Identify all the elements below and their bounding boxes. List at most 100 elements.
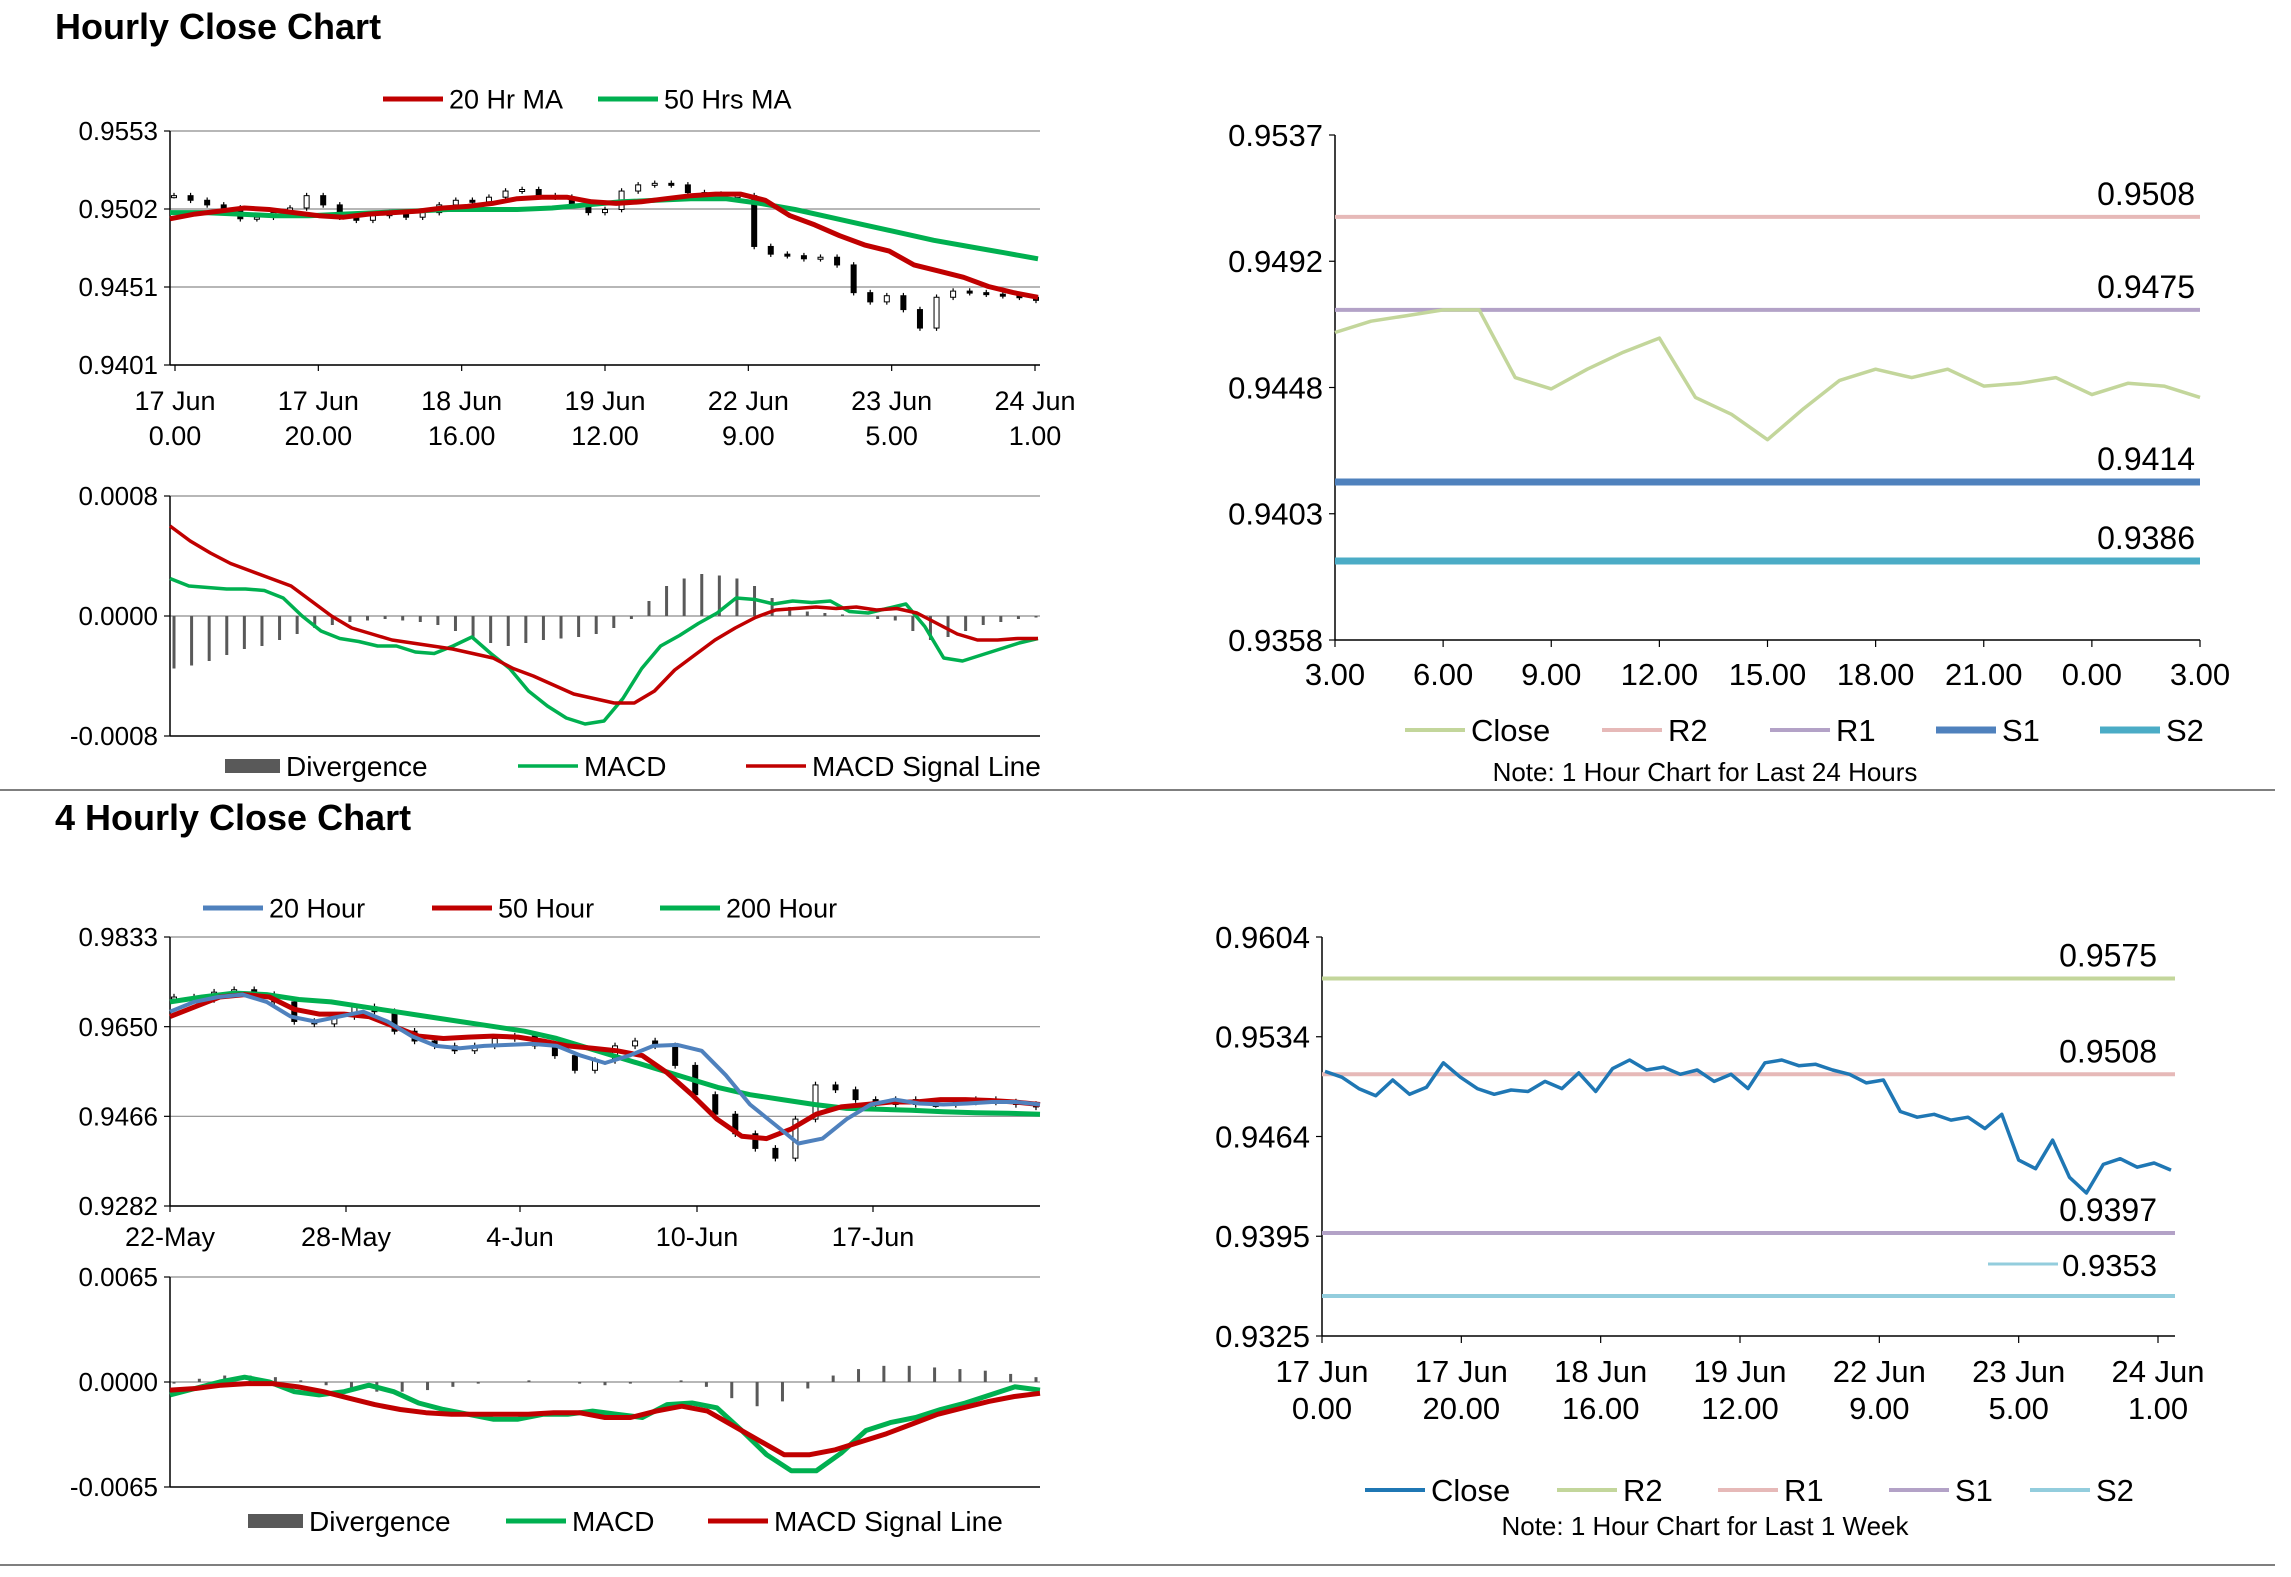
hourly-price-x-date: 24 Jun xyxy=(994,386,1075,416)
hourly-24h-s1-value-label: 0.9414 xyxy=(2097,441,2195,477)
legend-hourly-divergence-label: Divergence xyxy=(286,751,428,782)
four-hourly-ma200-line xyxy=(169,990,1041,1117)
section-divider xyxy=(0,789,2275,791)
hourly-price-candle-body xyxy=(684,184,691,194)
hourly-24h-y-tick-label: 0.9403 xyxy=(1228,497,1323,532)
four-hourly-price-candle-body xyxy=(712,1094,719,1115)
hourly-price-y-tick-label: 0.9502 xyxy=(78,194,158,224)
four-hourly-price-candle-body xyxy=(752,1133,759,1149)
four-hourly-ma50-line xyxy=(169,992,1041,1142)
hourly-price-ma50-line xyxy=(170,196,1039,262)
four-hourly-price-y-tick-label: 0.9833 xyxy=(78,922,158,952)
four-hourly-x-label: 28-May xyxy=(301,1222,392,1252)
hourly-price-candle-body xyxy=(966,290,973,294)
week-hourly-x-date: 23 Jun xyxy=(1972,1354,2065,1389)
week-hourly-x-date: 19 Jun xyxy=(1693,1354,1786,1389)
four-hourly-macd-y-tick-label: -0.0065 xyxy=(70,1472,158,1502)
hourly-price-x-time: 0.00 xyxy=(149,421,202,451)
legend-week-r2-label: R2 xyxy=(1623,1473,1663,1508)
week-hourly-y-tick-label: 0.9534 xyxy=(1215,1020,1310,1055)
week-hourly-x-time: 1.00 xyxy=(2128,1391,2188,1426)
four-hourly-price-candle-body xyxy=(832,1084,839,1091)
hourly-price-x-time: 12.00 xyxy=(571,421,639,451)
hourly-price-x-time: 1.00 xyxy=(1009,421,1062,451)
legend-200-hour-label: 200 Hour xyxy=(726,893,837,923)
four-hourly-x-label: 22-May xyxy=(125,1222,216,1252)
four-hourly-price-candle-body xyxy=(571,1055,578,1071)
legend-hourly-signal-label: MACD Signal Line xyxy=(812,751,1041,782)
legend-50hrs-ma-label: 50 Hrs MA xyxy=(664,84,792,114)
hourly-section-title: Hourly Close Chart xyxy=(55,6,382,47)
hourly-price-candle-body xyxy=(834,256,841,266)
week-hourly-x-time: 0.00 xyxy=(1292,1391,1352,1426)
week-hourly-x-time: 20.00 xyxy=(1423,1391,1501,1426)
hourly-price-candle-body xyxy=(850,264,857,294)
week-hourly-x-date: 24 Jun xyxy=(2111,1354,2204,1389)
hourly-price-x-date: 18 Jun xyxy=(421,386,502,416)
hourly-24h-x-label: 0.00 xyxy=(2062,657,2122,692)
week-hourly-x-date: 17 Jun xyxy=(1415,1354,1508,1389)
legend-24h-s2-label: S2 xyxy=(2166,713,2204,748)
legend-four-hourly-divergence-swatch xyxy=(248,1514,303,1528)
hourly-price-x-date: 17 Jun xyxy=(278,386,359,416)
hourly-24h-close-line xyxy=(1334,308,2201,442)
week-hourly-y-tick-label: 0.9464 xyxy=(1215,1119,1310,1154)
hourly-price-candle-body xyxy=(220,204,227,209)
legend-24h-s1-label: S1 xyxy=(2002,713,2040,748)
hourly-macd-signal-line xyxy=(168,524,1038,705)
hourly-price-candle-body xyxy=(469,199,476,203)
hourly-price-candle-body xyxy=(983,292,990,296)
hourly-price-x-time: 5.00 xyxy=(865,421,918,451)
legend-hourly-macd-label: MACD xyxy=(584,751,666,782)
week-s2-value-label: 0.9353 xyxy=(2062,1248,2157,1283)
week-hourly-x-date: 17 Jun xyxy=(1275,1354,1368,1389)
four-hourly-macd-signal-line xyxy=(169,1381,1041,1458)
week-r1-value-label: 0.9508 xyxy=(2059,1033,2157,1069)
week-hourly-note: Note: 1 Hour Chart for Last 1 Week xyxy=(1501,1511,1909,1541)
hourly-price-candle-body xyxy=(950,290,957,298)
week-hourly-x-date: 22 Jun xyxy=(1833,1354,1926,1389)
hourly-price-candle-body xyxy=(784,253,791,257)
hourly-24h-x-label: 3.00 xyxy=(1305,657,1365,692)
four-hourly-ma20-line xyxy=(169,992,1041,1146)
hourly-24h-x-label: 9.00 xyxy=(1521,657,1581,692)
four-hourly-section-title: 4 Hourly Close Chart xyxy=(55,797,412,838)
hourly-price-ma20-line xyxy=(169,191,1039,300)
four-hourly-price-candle-body xyxy=(632,1040,639,1047)
hourly-24h-s2-value-label: 0.9386 xyxy=(2097,520,2195,556)
hourly-macd-y-tick-label: 0.0000 xyxy=(78,601,158,631)
week-hourly-y-tick-label: 0.9604 xyxy=(1215,920,1310,955)
legend-week-r1-label: R1 xyxy=(1784,1473,1824,1508)
hourly-price-candle-body xyxy=(519,189,526,192)
hourly-price-candle-body xyxy=(187,195,194,201)
four-hourly-price-candle-body xyxy=(852,1089,859,1101)
hourly-24h-x-label: 18.00 xyxy=(1837,657,1915,692)
hourly-price-x-date: 23 Jun xyxy=(851,386,932,416)
hourly-24h-y-tick-label: 0.9492 xyxy=(1228,244,1323,279)
hourly-price-candle-body xyxy=(933,296,940,329)
hourly-price-candle-body xyxy=(602,209,608,214)
four-hourly-price-candle-body xyxy=(772,1147,779,1159)
four-hourly-x-label: 17-Jun xyxy=(832,1222,915,1252)
legend-24h-r2-label: R2 xyxy=(1668,713,1708,748)
hourly-price-candle-body xyxy=(253,216,260,220)
legend-hourly-divergence-swatch xyxy=(225,759,280,773)
legend-24h-close-label: Close xyxy=(1471,713,1550,748)
week-hourly-x-time: 9.00 xyxy=(1849,1391,1909,1426)
hourly-price-x-date: 17 Jun xyxy=(134,386,215,416)
week-hourly-x-date: 18 Jun xyxy=(1554,1354,1647,1389)
hourly-price-candle-body xyxy=(999,293,1006,297)
week-hourly-x-time: 16.00 xyxy=(1562,1391,1640,1426)
hourly-price-candle-body xyxy=(171,195,177,199)
hourly-macd-y-tick-label: -0.0008 xyxy=(70,721,158,751)
hourly-price-candle-body xyxy=(204,199,211,206)
hourly-price-candle-body xyxy=(303,195,310,209)
hourly-price-candle-body xyxy=(635,184,642,192)
four-hourly-macd-line xyxy=(169,1374,1041,1474)
hourly-price-y-tick-label: 0.9553 xyxy=(78,116,158,146)
four-hourly-macd-y-tick-label: 0.0065 xyxy=(78,1262,158,1292)
four-hourly-price-y-tick-label: 0.9650 xyxy=(78,1012,158,1042)
hourly-macd-y-tick-label: 0.0008 xyxy=(78,481,158,511)
four-hourly-price-y-tick-label: 0.9282 xyxy=(78,1191,158,1221)
week-r2-value-label: 0.9575 xyxy=(2059,937,2157,973)
